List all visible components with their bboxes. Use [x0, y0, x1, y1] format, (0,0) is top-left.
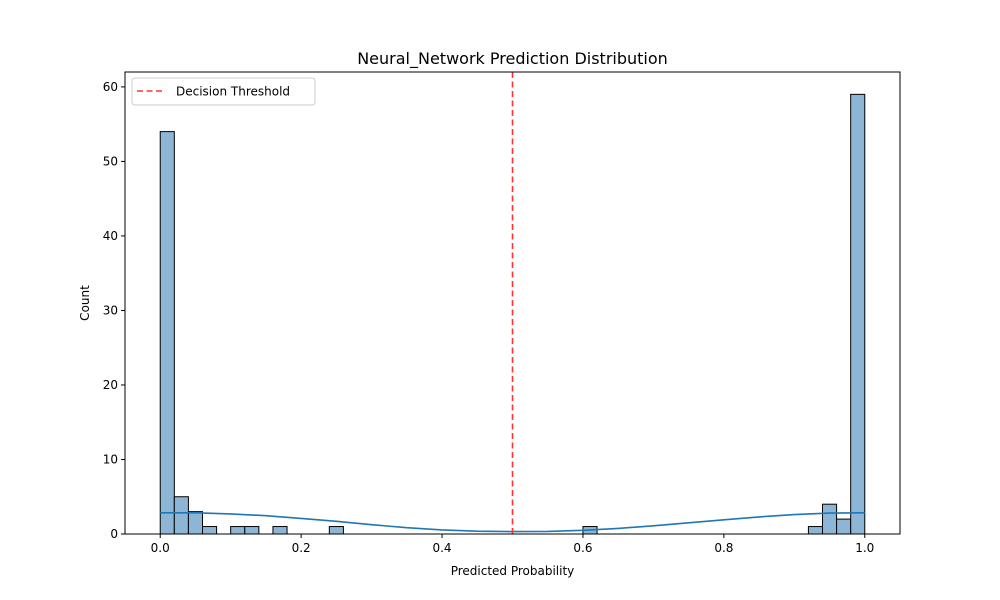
x-tick-label: 0.6	[573, 541, 592, 555]
y-axis-ticks: 0 10 20 30 40 50 60	[103, 80, 125, 541]
x-axis-label: Predicted Probability	[451, 564, 575, 578]
histogram-bar	[836, 518, 852, 535]
histogram-bar	[328, 526, 344, 535]
x-tick-label: 1.0	[855, 541, 874, 555]
chart-title: Neural_Network Prediction Distribution	[357, 49, 668, 69]
histogram-bar	[187, 511, 203, 535]
histogram-bar	[202, 526, 218, 535]
y-axis-label: Count	[78, 285, 92, 321]
y-tick-label: 40	[103, 229, 118, 243]
x-axis-ticks: 0.0 0.2 0.4 0.6 0.8 1.0	[151, 534, 874, 555]
legend-threshold-label: Decision Threshold	[176, 85, 290, 99]
histogram-bar	[272, 526, 288, 535]
y-tick-label: 60	[103, 80, 118, 94]
histogram-bar	[173, 496, 189, 535]
histogram-bars	[159, 93, 866, 535]
legend: Decision Threshold	[131, 77, 316, 106]
y-tick-label: 10	[103, 452, 118, 466]
y-tick-label: 0	[110, 527, 118, 541]
histogram-bar	[807, 526, 824, 535]
histogram-bar	[230, 526, 246, 535]
histogram-bar	[850, 93, 866, 535]
plot-frame	[124, 71, 901, 535]
x-tick-label: 0.0	[151, 541, 170, 555]
legend-box	[131, 77, 316, 106]
histogram-bar	[159, 131, 175, 535]
y-tick-label: 30	[103, 303, 118, 317]
x-tick-label: 0.2	[292, 541, 311, 555]
y-tick-label: 50	[103, 154, 118, 168]
x-tick-label: 0.8	[714, 541, 733, 555]
y-tick-label: 20	[103, 378, 118, 392]
histogram-bar	[244, 526, 260, 535]
histogram-bar	[822, 503, 838, 535]
x-tick-label: 0.4	[432, 541, 451, 555]
plot-area	[124, 71, 901, 535]
